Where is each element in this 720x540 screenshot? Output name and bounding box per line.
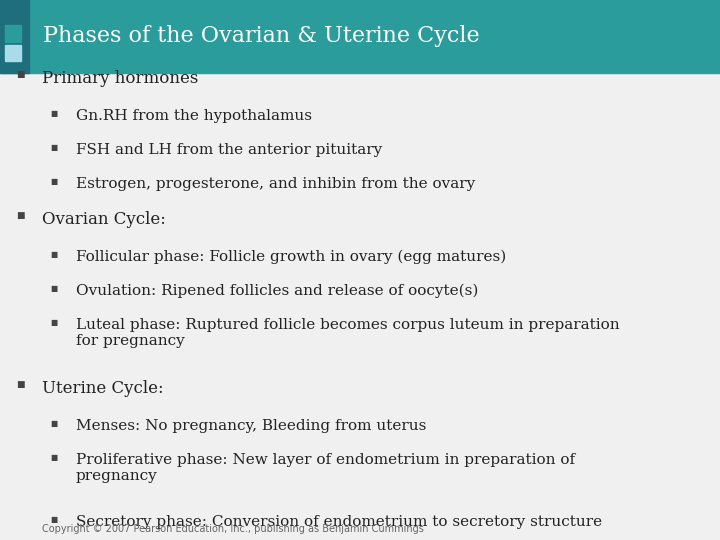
Text: ■: ■ [50,284,58,293]
Text: Proliferative phase: New layer of endometrium in preparation of
pregnancy: Proliferative phase: New layer of endome… [76,453,575,483]
Text: Follicular phase: Follicle growth in ovary (egg matures): Follicular phase: Follicle growth in ova… [76,250,506,265]
Text: ■: ■ [50,318,58,327]
Text: Copyright © 2007 Pearson Education, Inc., publishing as Benjamin Cummings: Copyright © 2007 Pearson Education, Inc.… [42,523,423,534]
Text: Estrogen, progesterone, and inhibin from the ovary: Estrogen, progesterone, and inhibin from… [76,177,475,191]
Text: ■: ■ [50,250,58,259]
Text: Menses: No pregnancy, Bleeding from uterus: Menses: No pregnancy, Bleeding from uter… [76,419,426,433]
Text: Ovulation: Ripened follicles and release of oocyte(s): Ovulation: Ripened follicles and release… [76,284,478,299]
Text: Secretory phase: Conversion of endometrium to secretory structure: Secretory phase: Conversion of endometri… [76,515,602,529]
Text: ■: ■ [16,211,24,220]
Bar [5,45,21,61]
Text: ■: ■ [16,380,24,389]
Bar [0,0,720,73]
Text: ■: ■ [50,453,58,462]
Bar [0,0,29,73]
Text: ■: ■ [50,177,58,186]
Text: ■: ■ [50,109,58,118]
Text: Phases of the Ovarian & Uterine Cycle: Phases of the Ovarian & Uterine Cycle [43,25,480,48]
Text: Luteal phase: Ruptured follicle becomes corpus luteum in preparation
for pregnan: Luteal phase: Ruptured follicle becomes … [76,318,619,348]
Text: Uterine Cycle:: Uterine Cycle: [42,380,163,397]
Text: Ovarian Cycle:: Ovarian Cycle: [42,211,166,228]
Text: ■: ■ [50,143,58,152]
Text: ■: ■ [50,515,58,524]
Text: ■: ■ [16,70,24,79]
Text: ■: ■ [50,419,58,428]
Bar [5,6,21,22]
Text: Gn.RH from the hypothalamus: Gn.RH from the hypothalamus [76,109,312,123]
Text: FSH and LH from the anterior pituitary: FSH and LH from the anterior pituitary [76,143,382,157]
Bar [5,25,21,42]
Text: Primary hormones: Primary hormones [42,70,198,87]
